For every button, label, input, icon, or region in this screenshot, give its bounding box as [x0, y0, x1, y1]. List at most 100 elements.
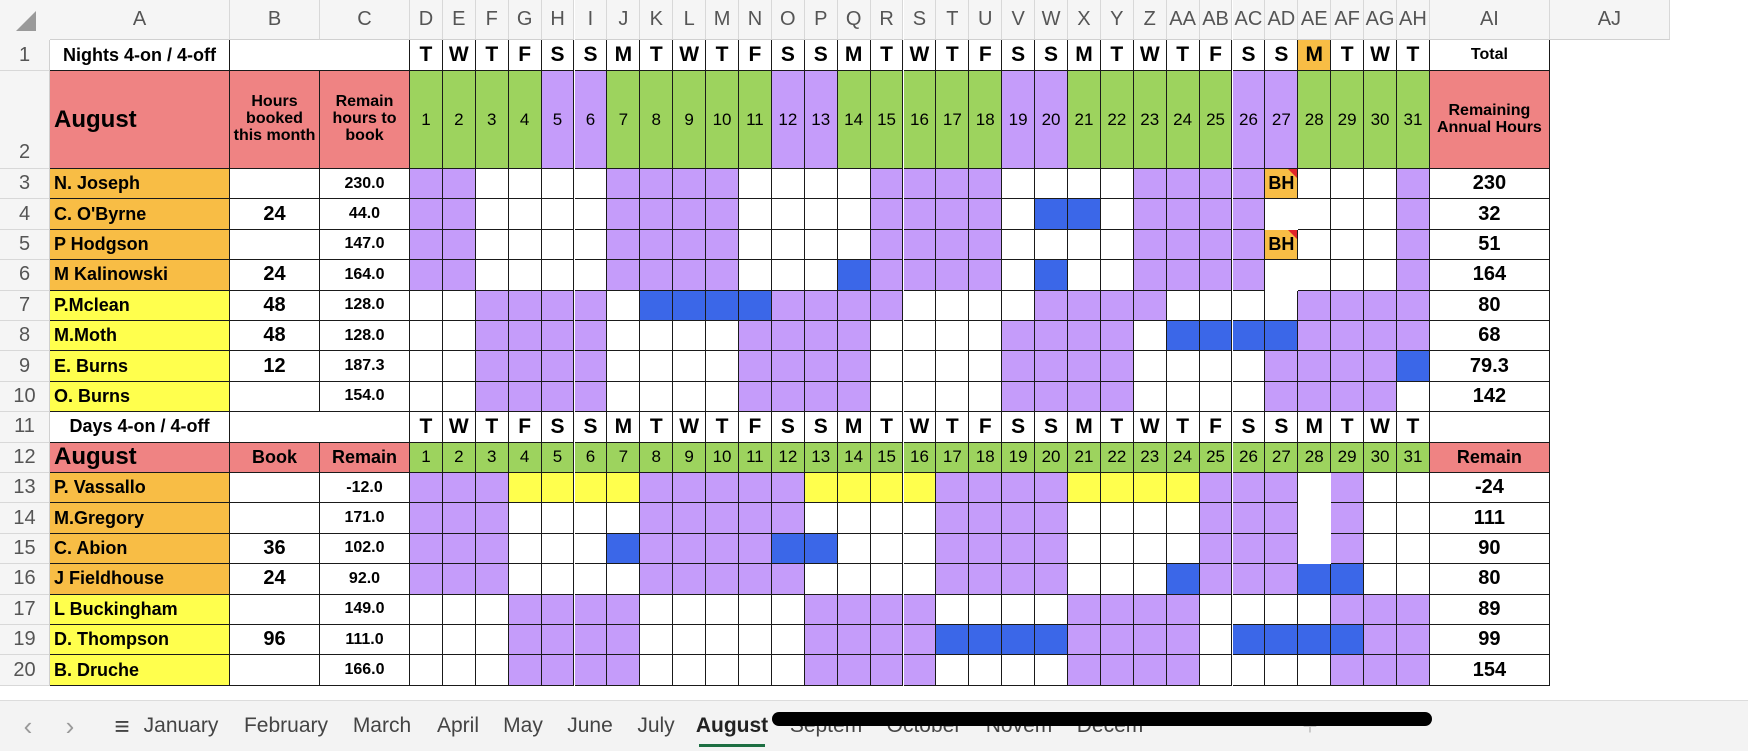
sheet-tab-may[interactable]: May [503, 714, 543, 737]
hours-booked[interactable] [230, 169, 320, 200]
remain-hours[interactable]: 128.0 [320, 321, 410, 352]
remain-total[interactable]: 154 [1429, 655, 1550, 686]
select-all-corner[interactable] [0, 0, 50, 40]
roster-cell[interactable] [1002, 199, 1036, 230]
weekday-header[interactable]: T [870, 40, 904, 71]
date-header[interactable]: 25 [1199, 71, 1233, 169]
date-header[interactable]: 27 [1265, 71, 1299, 169]
roster-cell[interactable] [771, 199, 805, 230]
remain-total-header[interactable]: Remain [1429, 442, 1550, 473]
weekday-header[interactable]: S [771, 40, 805, 71]
roster-cell[interactable] [508, 533, 542, 565]
roster-cell[interactable] [1331, 260, 1365, 291]
date-header[interactable]: 29 [1331, 442, 1365, 473]
column-header-y[interactable]: Y [1100, 0, 1134, 40]
roster-cell[interactable] [936, 625, 970, 656]
staff-name[interactable]: P.Mclean [50, 290, 230, 321]
remain-value[interactable]: 102.0 [320, 533, 410, 565]
date-header[interactable]: 26 [1232, 442, 1266, 473]
row-header-1[interactable]: 1 [0, 40, 50, 71]
roster-cell[interactable] [936, 655, 970, 686]
remain-hours[interactable]: 187.3 [320, 351, 410, 382]
roster-cell[interactable] [1035, 564, 1068, 595]
roster-cell[interactable] [1068, 351, 1101, 382]
roster-cell[interactable] [903, 533, 937, 565]
roster-cell[interactable] [1166, 594, 1200, 625]
roster-cell[interactable] [1100, 503, 1134, 534]
date-header[interactable]: 15 [870, 442, 904, 473]
roster-cell[interactable] [969, 503, 1003, 534]
date-header[interactable]: 27 [1265, 442, 1299, 473]
roster-cell[interactable] [475, 533, 509, 565]
remain-hours-header[interactable]: Remain hours to book [320, 71, 410, 169]
roster-cell[interactable] [1166, 564, 1200, 595]
roster-cell[interactable] [1133, 655, 1167, 686]
roster-cell[interactable] [541, 199, 575, 230]
roster-cell[interactable] [574, 290, 608, 321]
date-header[interactable]: 3 [475, 71, 509, 169]
weekday-header[interactable]: W [1133, 412, 1167, 443]
weekday-header[interactable]: T [1166, 40, 1200, 71]
weekday-header[interactable]: W [903, 40, 937, 71]
column-header-g[interactable]: G [508, 0, 542, 40]
roster-cell[interactable] [771, 381, 805, 413]
roster-cell[interactable] [1133, 321, 1167, 352]
roster-cell[interactable] [870, 199, 904, 230]
book-value[interactable]: 36 [230, 533, 320, 565]
date-header[interactable]: 19 [1002, 71, 1036, 169]
staff-name[interactable]: P Hodgson [50, 229, 230, 261]
roster-cell[interactable] [1232, 533, 1266, 565]
roster-cell[interactable] [936, 290, 970, 321]
weekday-header[interactable]: T [706, 412, 739, 443]
roster-cell[interactable] [837, 260, 871, 291]
roster-cell[interactable] [771, 260, 805, 291]
roster-cell[interactable] [1166, 169, 1200, 200]
date-header[interactable]: 22 [1100, 442, 1134, 473]
roster-cell[interactable] [673, 260, 707, 291]
days-month-label[interactable]: August [50, 442, 230, 473]
roster-cell[interactable] [870, 594, 904, 625]
roster-cell[interactable] [607, 199, 641, 230]
weekday-header[interactable]: S [574, 412, 608, 443]
roster-cell[interactable] [1397, 503, 1430, 534]
roster-cell[interactable] [1199, 594, 1233, 625]
sheet-tab-march[interactable]: March [352, 714, 412, 737]
weekday-header[interactable]: F [1199, 40, 1233, 71]
roster-cell[interactable] [640, 351, 674, 382]
weekday-header[interactable]: T [1100, 412, 1134, 443]
date-header[interactable]: 10 [706, 71, 739, 169]
column-header-e[interactable]: E [442, 0, 476, 40]
roster-cell[interactable] [508, 503, 542, 534]
roster-cell[interactable] [1298, 321, 1332, 352]
roster-cell[interactable] [1133, 503, 1167, 534]
roster-cell[interactable] [410, 625, 443, 656]
roster-cell[interactable] [903, 473, 937, 504]
weekday-header[interactable]: S [574, 40, 608, 71]
column-header-ae[interactable]: AE [1298, 0, 1332, 40]
roster-cell[interactable] [903, 351, 937, 382]
remaining-annual[interactable]: 68 [1429, 321, 1550, 352]
roster-cell[interactable] [936, 351, 970, 382]
remain-hours[interactable]: 230.0 [320, 169, 410, 200]
roster-cell[interactable] [706, 594, 739, 625]
roster-cell[interactable] [870, 290, 904, 321]
roster-cell[interactable] [1265, 503, 1299, 534]
column-header-n[interactable]: N [739, 0, 772, 40]
roster-cell[interactable] [574, 169, 608, 200]
roster-cell[interactable] [739, 169, 772, 200]
roster-cell[interactable] [1002, 229, 1036, 261]
remain-hours[interactable]: 154.0 [320, 381, 410, 413]
roster-cell[interactable] [1166, 625, 1200, 656]
roster-cell[interactable] [804, 625, 838, 656]
roster-cell[interactable] [541, 321, 575, 352]
date-header[interactable]: 12 [771, 71, 805, 169]
roster-cell[interactable] [1199, 290, 1233, 321]
roster-cell[interactable] [1364, 351, 1397, 382]
roster-cell[interactable] [574, 381, 608, 413]
roster-cell[interactable] [903, 199, 937, 230]
roster-cell[interactable] [640, 290, 674, 321]
weekday-header[interactable]: F [508, 412, 542, 443]
roster-cell[interactable] [1232, 594, 1266, 625]
weekday-header[interactable]: T [1331, 40, 1365, 71]
roster-cell[interactable] [475, 351, 509, 382]
